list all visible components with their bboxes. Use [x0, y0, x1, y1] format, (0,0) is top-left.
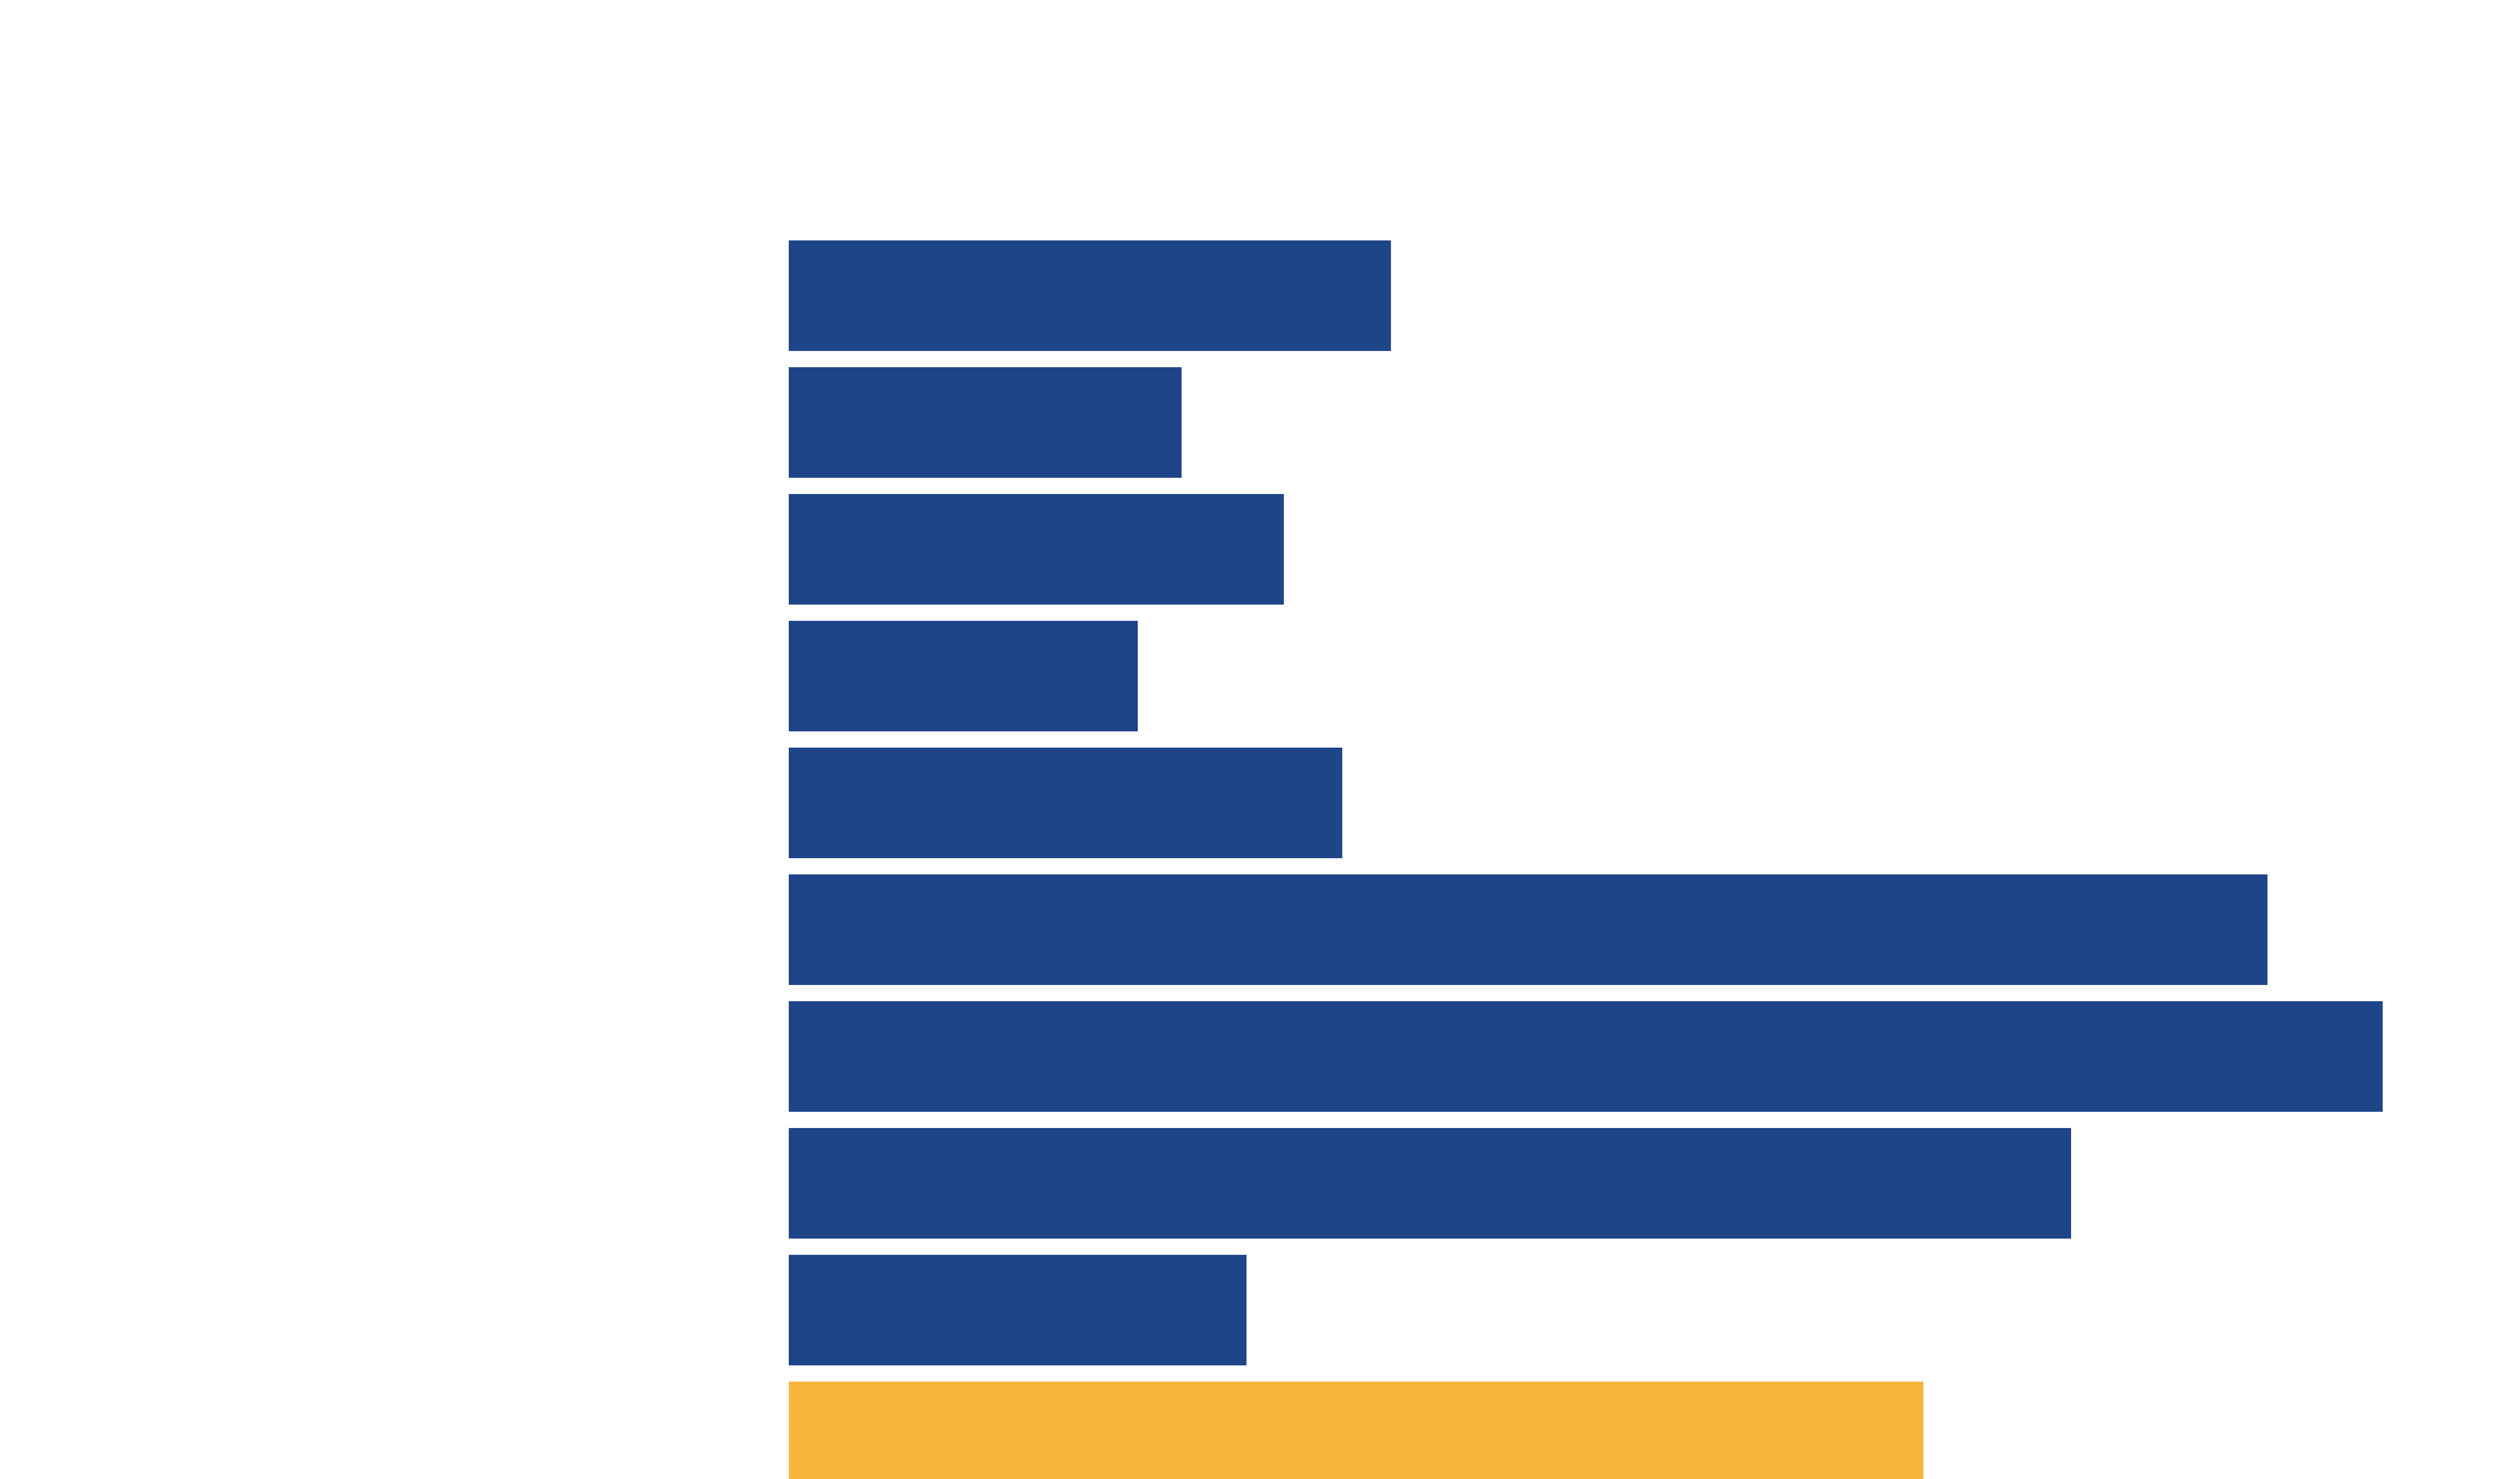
bar: [789, 367, 1182, 478]
bar: [789, 1382, 1923, 1479]
bar: [789, 748, 1343, 858]
bar: [789, 1255, 1247, 1365]
bar: [789, 1001, 2383, 1112]
bar: [789, 240, 1391, 351]
bar: [789, 874, 2268, 985]
bar: [789, 494, 1284, 605]
bar: [789, 1128, 2071, 1239]
bar: [789, 621, 1138, 731]
